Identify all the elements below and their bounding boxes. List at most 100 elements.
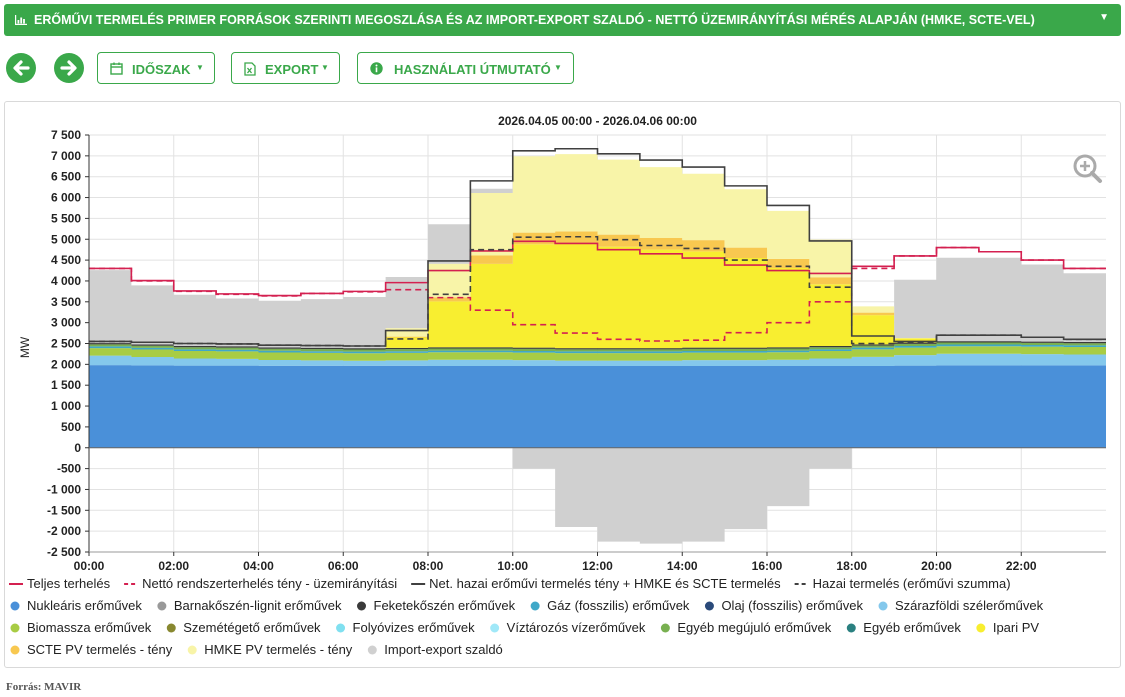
y-tick-label: 6 000 xyxy=(51,191,81,205)
legend-item[interactable]: Nukleáris erőművek xyxy=(10,598,143,613)
y-tick-label: 500 xyxy=(61,420,81,434)
legend-item[interactable]: Nettó rendszerterhelés tény - üzemirányí… xyxy=(124,576,397,591)
legend-dot-marker xyxy=(187,645,197,655)
legend-label: Folyóvizes erőművek xyxy=(353,620,476,635)
y-tick-label: -1 000 xyxy=(47,482,81,496)
zoom-in-icon[interactable] xyxy=(1073,154,1102,183)
previous-period-button[interactable] xyxy=(6,53,36,83)
y-tick-label: 1 500 xyxy=(51,378,81,392)
caret-down-icon: ▼ xyxy=(554,63,562,72)
import-export-balance-positive-area xyxy=(89,154,1106,349)
legend-item[interactable]: Szemétégető erőművek xyxy=(166,620,321,635)
generation-chart[interactable]: 2026.04.05 00:00 - 2026.04.06 00:00 7 500… xyxy=(5,102,1120,667)
legend-item[interactable]: Teljes terhelés xyxy=(9,576,111,591)
legend-item[interactable]: Szárazföldi szélerőművek xyxy=(878,598,1044,613)
legend-dot-marker xyxy=(704,601,714,611)
y-tick-label: 4 000 xyxy=(51,274,81,288)
legend-item[interactable]: Folyóvizes erőművek xyxy=(336,620,475,635)
excel-file-icon xyxy=(244,62,256,76)
x-tick-label: 02:00 xyxy=(158,559,189,573)
legend-item[interactable]: Gáz (fosszilis) erőművek xyxy=(530,598,690,613)
legend-dot-marker xyxy=(490,623,500,633)
y-tick-label: 1 000 xyxy=(51,399,81,413)
y-tick-label: 2 000 xyxy=(51,357,81,371)
legend-dot-marker xyxy=(157,601,167,611)
legend-dot-marker xyxy=(878,601,888,611)
y-tick-label: 2 500 xyxy=(51,337,81,351)
import-export-balance-negative-area xyxy=(89,447,1106,544)
area-hmke-pv-termel-s-t-ny xyxy=(89,154,1106,349)
y-tick-label: 5 000 xyxy=(51,232,81,246)
guide-label: HASZNÁLATI ÚTMUTATÓ xyxy=(394,62,551,77)
arrow-left-icon xyxy=(13,60,30,76)
legend-dot-marker xyxy=(846,623,856,633)
legend-item[interactable]: Egyéb megújuló erőművek xyxy=(660,620,832,635)
info-icon xyxy=(370,62,383,75)
area-g-z-fosszilis-er-m-vek xyxy=(89,344,1106,354)
legend-label: Net. hazai erőművi termelés tény + HMKE … xyxy=(429,576,781,591)
period-label: IDŐSZAK xyxy=(132,62,191,77)
legend-item[interactable]: Ipari PV xyxy=(976,620,1039,635)
y-tick-label: -500 xyxy=(57,462,81,476)
x-tick-label: 10:00 xyxy=(497,559,528,573)
legend-label: Egyéb megújuló erőművek xyxy=(677,620,831,635)
legend-label: Barnakőszén-lignit erőművek xyxy=(174,598,342,613)
x-tick-label: 18:00 xyxy=(836,559,867,573)
y-tick-label: 7 500 xyxy=(51,128,81,142)
x-tick-label: 22:00 xyxy=(1006,559,1037,573)
legend-dot-marker xyxy=(357,601,367,611)
legend-item[interactable]: SCTE PV termelés - tény xyxy=(10,642,173,657)
y-tick-label: 3 000 xyxy=(51,316,81,330)
legend-item[interactable]: Import-export szaldó xyxy=(367,642,503,657)
legend-label: Feketekőszén erőművek xyxy=(374,598,516,613)
x-tick-label: 20:00 xyxy=(921,559,952,573)
source-note: Forrás: MAVIR xyxy=(6,681,82,693)
legend-dot-marker xyxy=(367,645,377,655)
y-tick-label: 3 500 xyxy=(51,295,81,309)
legend-item[interactable]: HMKE PV termelés - tény xyxy=(187,642,353,657)
legend-label: Olaj (fosszilis) erőművek xyxy=(721,598,863,613)
caret-down-icon: ▼ xyxy=(196,63,204,72)
legend-item[interactable]: Olaj (fosszilis) erőművek xyxy=(704,598,864,613)
legend-item[interactable]: Net. hazai erőművi termelés tény + HMKE … xyxy=(411,576,781,591)
export-label: EXPORT xyxy=(265,62,319,77)
legend-label: Nukleáris erőművek xyxy=(27,598,142,613)
line-teljes-terhel-s xyxy=(89,240,1106,297)
legend-item[interactable]: Hazai termelés (erőművi szumma) xyxy=(794,576,1011,591)
legend-item[interactable]: Biomassza erőművek xyxy=(10,620,152,635)
legend-label: Nettó rendszerterhelés tény - üzemirányí… xyxy=(142,576,397,591)
x-tick-label: 04:00 xyxy=(243,559,274,573)
area-sz-razf-ldi-sz-ler-m-vek xyxy=(89,353,1106,367)
legend-item[interactable]: Barnakőszén-lignit erőművek xyxy=(157,598,342,613)
y-tick-label: 6 500 xyxy=(51,170,81,184)
legend-label: Szemétégető erőművek xyxy=(183,620,321,635)
legend-label: Biomassza erőművek xyxy=(27,620,152,635)
title-bar[interactable]: ERŐMŰVI TERMELÉS PRIMER FORRÁSOK SZERINT… xyxy=(4,4,1121,36)
legend-label: Import-export szaldó xyxy=(384,642,503,657)
y-axis-label: MW xyxy=(18,336,32,358)
bar-chart-icon xyxy=(15,15,27,25)
legend-label: Szárazföldi szélerőművek xyxy=(895,598,1044,613)
arrow-right-icon xyxy=(60,60,77,76)
y-tick-label: -2 500 xyxy=(47,545,81,559)
legend-item[interactable]: Feketekőszén erőművek xyxy=(357,598,516,613)
legend-item[interactable]: Víztározós vízerőművek xyxy=(490,620,646,635)
x-tick-label: 14:00 xyxy=(667,559,698,573)
x-tick-label: 16:00 xyxy=(752,559,783,573)
y-tick-label: 4 500 xyxy=(51,253,81,267)
legend-label: Egyéb erőművek xyxy=(863,620,961,635)
period-dropdown-button[interactable]: IDŐSZAK ▼ xyxy=(97,52,215,84)
export-dropdown-button[interactable]: EXPORT ▼ xyxy=(231,52,340,84)
y-tick-label: 7 000 xyxy=(51,149,81,163)
x-tick-label: 08:00 xyxy=(413,559,444,573)
y-tick-label: 0 xyxy=(74,441,81,455)
legend-label: Teljes terhelés xyxy=(27,576,111,591)
chevron-down-icon[interactable]: ▼ xyxy=(1099,12,1109,23)
next-period-button[interactable] xyxy=(54,53,84,83)
x-tick-label: 00:00 xyxy=(74,559,105,573)
legend-dot-marker xyxy=(976,623,986,633)
legend-item[interactable]: Egyéb erőművek xyxy=(846,620,962,635)
guide-dropdown-button[interactable]: HASZNÁLATI ÚTMUTATÓ ▼ xyxy=(357,52,574,84)
legend-label: Hazai termelés (erőművi szumma) xyxy=(813,576,1011,591)
y-tick-label: -1 500 xyxy=(47,503,81,517)
